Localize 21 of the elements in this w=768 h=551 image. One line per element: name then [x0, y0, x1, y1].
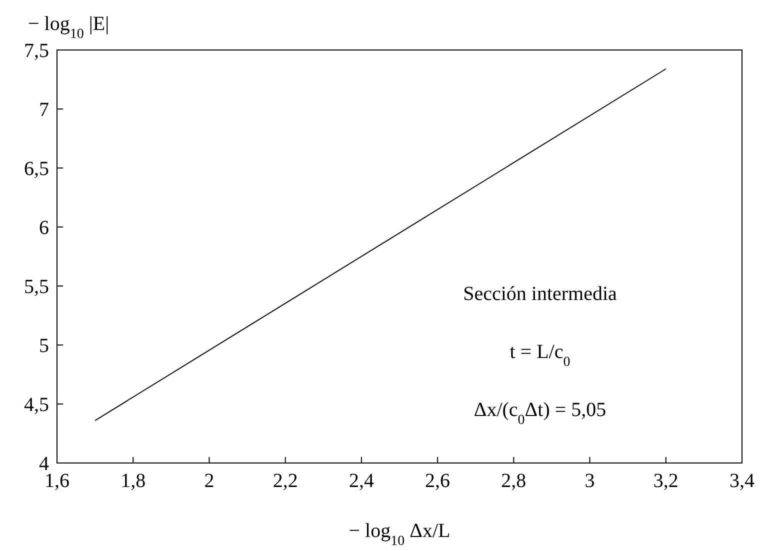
x-tick-label: 2,6 — [425, 470, 450, 492]
x-tick-label: 1,8 — [120, 470, 146, 492]
x-tick-label: 3,4 — [730, 470, 754, 492]
y-tick-label: 6 — [39, 217, 49, 239]
y-tick-label: 7 — [39, 99, 49, 121]
x-tick-label: 3,2 — [653, 470, 678, 492]
x-tick-label: 2,4 — [348, 470, 374, 492]
annotation: Δx/(c$_{0}$Δt) = 5,05 — [474, 399, 606, 428]
y-tick-label: 6,5 — [24, 158, 49, 180]
x-tick-label: 3 — [584, 470, 595, 492]
x-tick-label: 2 — [204, 470, 214, 492]
y-tick-label: 5 — [39, 335, 49, 357]
x-tick-label: 2,8 — [501, 470, 526, 492]
y-tick-label: 5,5 — [24, 276, 49, 298]
x-axis-title: − log$_{10}$ Δx/L — [348, 520, 450, 548]
annotation: t = L/c$_{0}$ — [510, 341, 570, 370]
y-axis-title: − log$_{10}$ |E| — [28, 13, 110, 42]
y-tick-label: 4,5 — [24, 394, 49, 416]
x-tick-label: 2,2 — [272, 470, 298, 492]
annotation: Sección intermedia — [463, 283, 618, 305]
y-tick-label: 7,5 — [24, 40, 49, 62]
